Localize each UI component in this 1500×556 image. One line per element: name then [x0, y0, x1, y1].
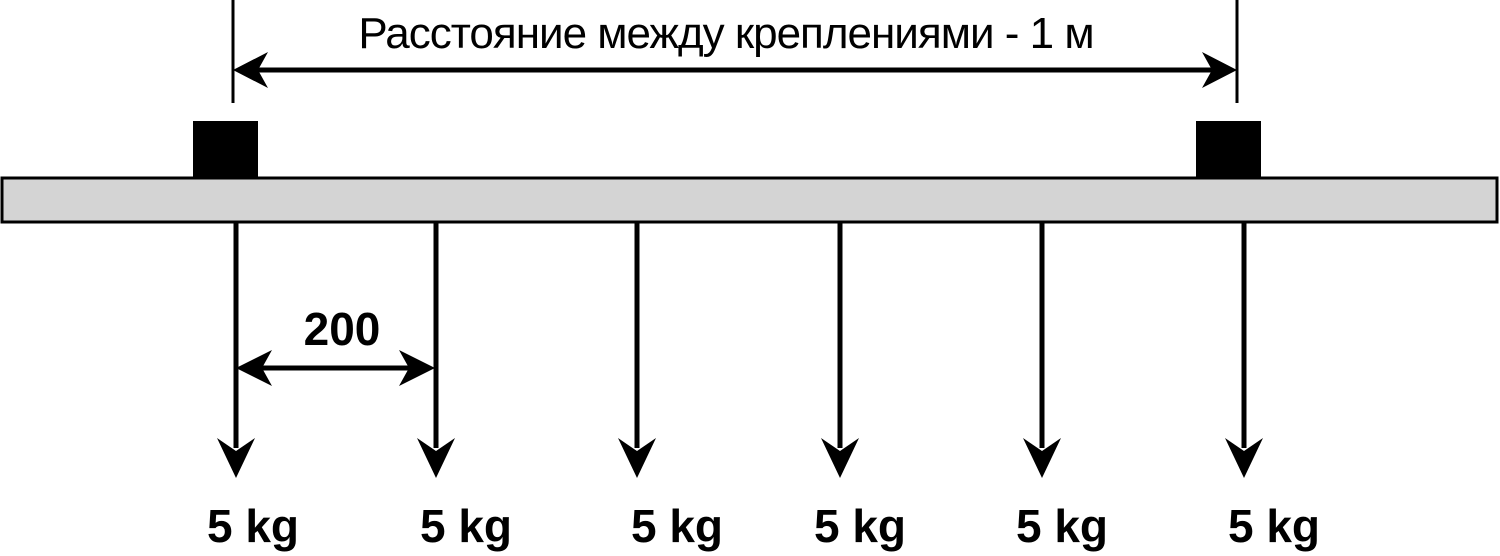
load-label: 5 kg — [814, 500, 906, 552]
beam — [0, 176, 1499, 224]
span-label: Расстояние между креплениями - 1 м — [358, 9, 1093, 58]
load-arrowhead — [417, 438, 455, 478]
load-6: 5 kg — [1225, 222, 1320, 552]
span-arrowhead-right — [1202, 52, 1237, 88]
load-label: 5 kg — [207, 500, 299, 552]
load-1: 5 kg — [207, 222, 299, 552]
load-arrowhead — [1023, 438, 1061, 478]
load-label: 5 kg — [1228, 500, 1320, 552]
load-3: 5 kg — [618, 222, 723, 552]
load-5: 5 kg — [1016, 222, 1108, 552]
load-arrowhead — [618, 438, 656, 478]
load-label: 5 kg — [631, 500, 723, 552]
load-arrowhead — [821, 438, 859, 478]
load-2: 5 kg — [417, 222, 512, 552]
load-arrowhead — [1225, 438, 1263, 478]
load-label: 5 kg — [1016, 500, 1108, 552]
load-arrowhead — [217, 438, 255, 478]
load-label: 5 kg — [420, 500, 512, 552]
load-4: 5 kg — [814, 222, 906, 552]
spacing-arrowhead-right — [399, 350, 435, 386]
span-arrowhead-left — [233, 52, 268, 88]
spacing-arrowhead-left — [236, 350, 272, 386]
spacing-label: 200 — [304, 303, 381, 355]
support-left — [193, 121, 258, 177]
support-right — [1196, 121, 1261, 177]
